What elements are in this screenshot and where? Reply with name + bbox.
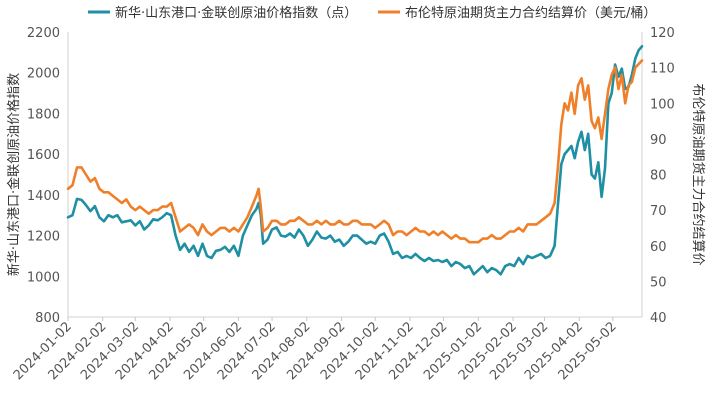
series-line-1 — [66, 45, 644, 276]
left-axis-label: 新华·山东港口·金联创原油价格指数 — [6, 73, 22, 276]
legend-label-2: 布伦特原油期货主力合约结算价（美元/桶） — [405, 5, 656, 21]
series-lines — [66, 45, 644, 276]
x-axis: 2024-01-022024-02-022024-03-022024-04-02… — [11, 316, 642, 383]
right-tick-label: 100 — [650, 97, 675, 112]
left-tick-label: 1600 — [27, 148, 60, 163]
legend-label-1: 新华·山东港口·金联创原油价格指数（点） — [115, 5, 357, 21]
right-tick-label: 70 — [650, 204, 667, 219]
series-line-2 — [66, 59, 644, 244]
left-tick-label: 2000 — [27, 67, 60, 82]
right-tick-label: 80 — [650, 169, 667, 184]
left-tick-label: 1000 — [27, 270, 60, 285]
left-tick-label: 800 — [35, 311, 60, 326]
left-y-axis: 800 1000 1200 1400 1600 1800 2000 2200 — [27, 26, 69, 326]
left-tick-label: 1800 — [27, 107, 60, 122]
left-tick-label: 2200 — [27, 26, 60, 41]
right-tick-label: 110 — [650, 62, 675, 77]
right-tick-label: 50 — [650, 275, 667, 290]
left-tick-label: 1400 — [27, 189, 60, 204]
right-tick-label: 120 — [650, 26, 675, 41]
legend: 新华·山东港口·金联创原油价格指数（点） 布伦特原油期货主力合约结算价（美元/桶） — [88, 5, 656, 21]
right-axis-label: 布伦特原油期货主力合约结算价 — [690, 83, 706, 265]
right-tick-label: 90 — [650, 133, 667, 148]
right-tick-label: 40 — [650, 311, 667, 326]
right-y-axis: 40 50 60 70 80 90 100 110 120 — [641, 26, 675, 326]
left-tick-label: 1200 — [27, 230, 60, 245]
right-tick-label: 60 — [650, 240, 667, 255]
